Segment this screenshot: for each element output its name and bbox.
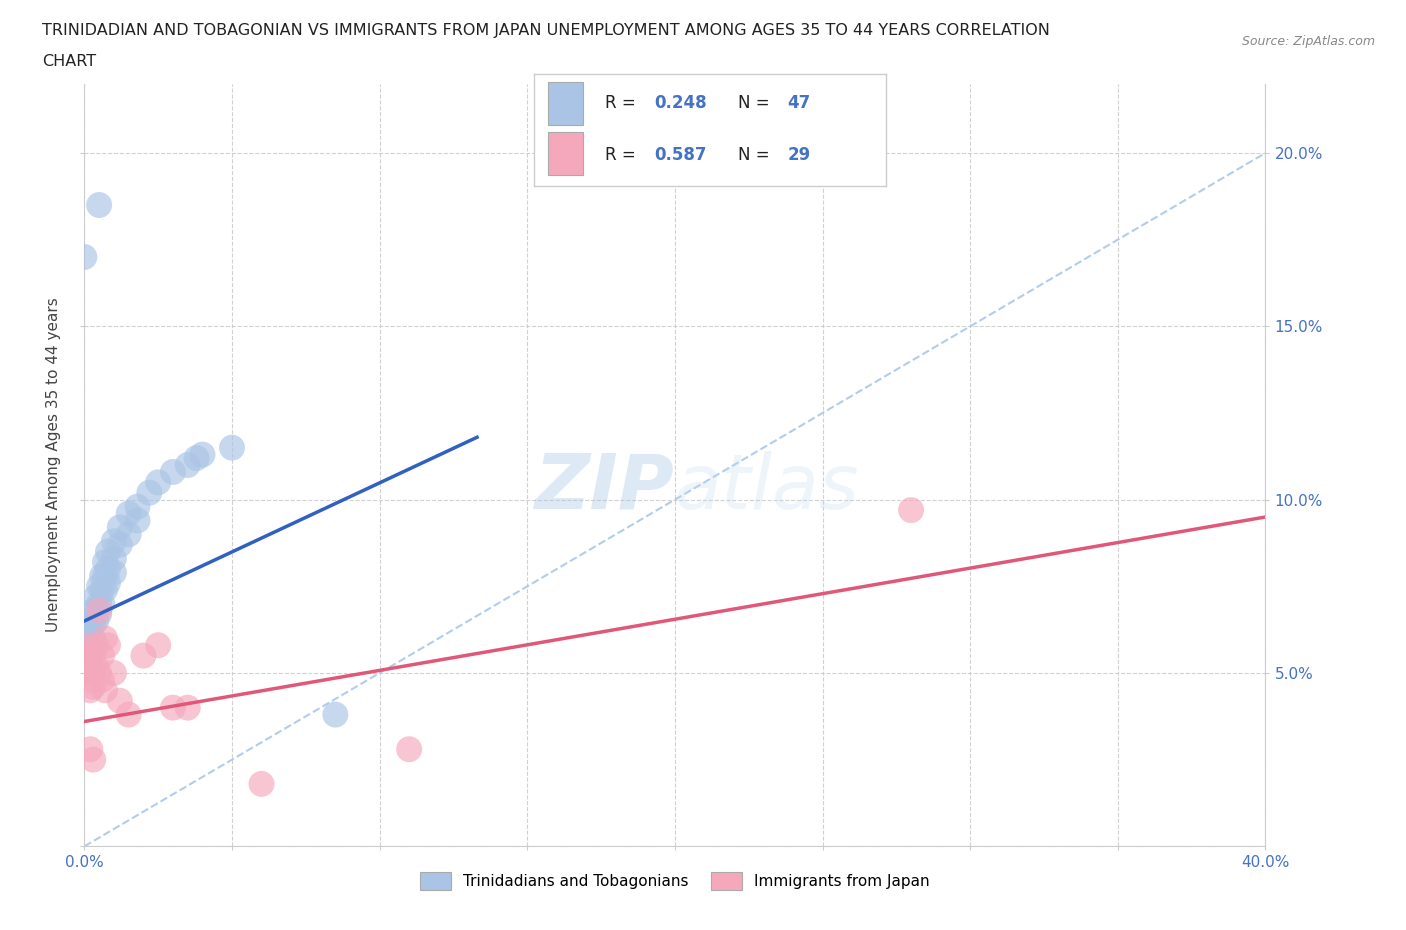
Point: [89, 604, 111, 618]
Point: [76, 658, 98, 673]
Text: Source: ZipAtlas.com: Source: ZipAtlas.com: [1241, 35, 1375, 48]
Point: [73, 638, 96, 653]
Point: [177, 458, 200, 472]
Point: [148, 638, 170, 653]
Point: [94, 568, 117, 583]
Point: [79, 742, 101, 757]
Point: [97, 562, 120, 577]
Bar: [548, 132, 583, 175]
Text: 29: 29: [787, 146, 811, 164]
Point: [118, 707, 141, 722]
Point: [191, 447, 214, 462]
Point: [91, 672, 114, 687]
Point: [82, 752, 104, 767]
Point: [148, 475, 170, 490]
Point: [323, 707, 347, 722]
Point: [900, 502, 922, 517]
Point: [221, 440, 243, 455]
Point: [177, 700, 200, 715]
Point: [91, 648, 114, 663]
Point: [79, 683, 101, 698]
Point: [118, 506, 141, 521]
Text: 0.248: 0.248: [654, 95, 706, 113]
Point: [162, 464, 184, 479]
Point: [84, 590, 107, 604]
Point: [76, 652, 98, 667]
Point: [84, 638, 107, 653]
Point: [97, 544, 120, 559]
Point: [89, 596, 111, 611]
Point: [127, 513, 149, 528]
Text: R =: R =: [605, 146, 641, 164]
Point: [82, 648, 104, 663]
Point: [82, 604, 104, 618]
Point: [79, 614, 101, 629]
Text: 0.587: 0.587: [654, 146, 706, 164]
Point: [89, 578, 111, 593]
Point: [82, 642, 104, 657]
Point: [94, 582, 117, 597]
Point: [250, 777, 273, 791]
Point: [76, 631, 98, 645]
Point: [398, 742, 420, 757]
Point: [132, 648, 155, 663]
Point: [76, 642, 98, 657]
Point: [108, 693, 131, 708]
Point: [89, 197, 111, 212]
Point: [108, 538, 131, 552]
Point: [79, 648, 101, 663]
Point: [82, 666, 104, 681]
Legend: Trinidadians and Tobagonians, Immigrants from Japan: Trinidadians and Tobagonians, Immigrants…: [413, 866, 936, 896]
Point: [73, 666, 96, 681]
Point: [84, 658, 107, 673]
Point: [89, 606, 111, 621]
Point: [82, 631, 104, 645]
Point: [118, 527, 141, 542]
Point: [91, 568, 114, 583]
Point: [89, 666, 111, 681]
Point: [138, 485, 160, 500]
Point: [103, 666, 125, 681]
Point: [79, 672, 101, 687]
Point: [76, 648, 98, 663]
Point: [73, 249, 96, 264]
Point: [108, 520, 131, 535]
Text: CHART: CHART: [42, 54, 96, 69]
Point: [79, 638, 101, 653]
Point: [127, 499, 149, 514]
Point: [91, 596, 114, 611]
Point: [162, 700, 184, 715]
Text: ZIP: ZIP: [536, 451, 675, 525]
Point: [76, 658, 98, 673]
Point: [103, 565, 125, 580]
Text: 47: 47: [787, 95, 811, 113]
Point: [103, 551, 125, 566]
Text: R =: R =: [605, 95, 641, 113]
Y-axis label: Unemployment Among Ages 35 to 44 years: Unemployment Among Ages 35 to 44 years: [46, 298, 62, 632]
Point: [84, 604, 107, 618]
Point: [79, 624, 101, 639]
Point: [82, 617, 104, 631]
Point: [91, 582, 114, 597]
Point: [82, 680, 104, 695]
Point: [94, 683, 117, 698]
Text: atlas: atlas: [675, 451, 859, 525]
Point: [94, 631, 117, 645]
Point: [84, 614, 107, 629]
Text: N =: N =: [738, 146, 775, 164]
Point: [97, 638, 120, 653]
Bar: [548, 82, 583, 125]
Point: [103, 534, 125, 549]
Point: [97, 576, 120, 591]
Point: [186, 451, 208, 466]
Text: N =: N =: [738, 95, 775, 113]
Point: [94, 554, 117, 569]
Text: TRINIDADIAN AND TOBAGONIAN VS IMMIGRANTS FROM JAPAN UNEMPLOYMENT AMONG AGES 35 T: TRINIDADIAN AND TOBAGONIAN VS IMMIGRANTS…: [42, 23, 1050, 38]
